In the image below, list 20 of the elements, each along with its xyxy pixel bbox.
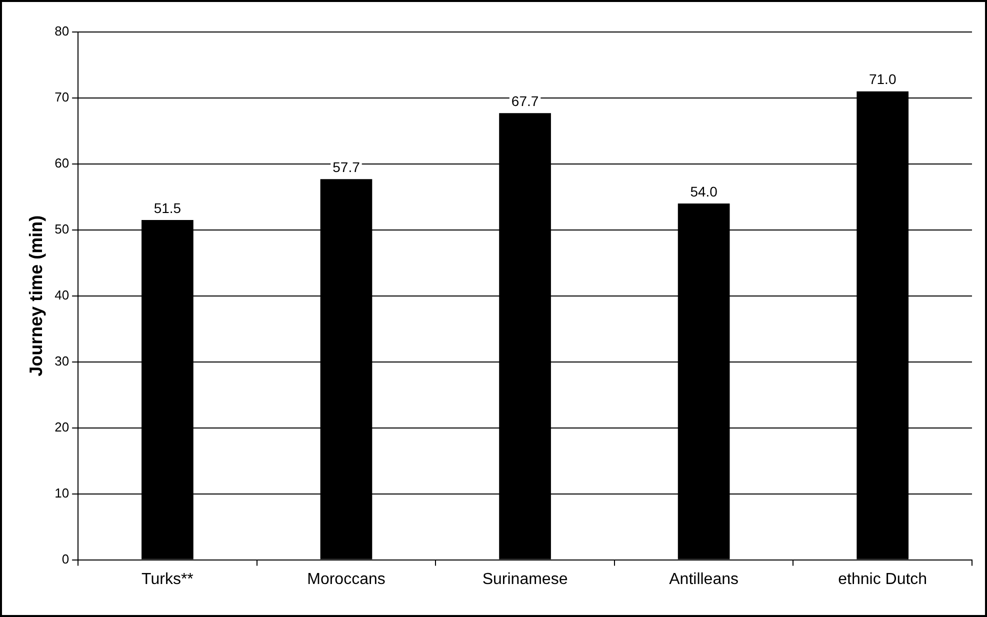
data-label: 57.7 — [332, 158, 360, 175]
x-tick-label: Antilleans — [669, 570, 739, 588]
y-tick-label: 20 — [54, 419, 70, 434]
y-tick-label: 50 — [54, 222, 70, 237]
y-tick-label: 60 — [54, 156, 70, 171]
data-label: 54.0 — [690, 183, 718, 200]
y-tick-label: 80 — [54, 24, 70, 39]
y-tick-label: 40 — [54, 287, 70, 302]
data-label: 67.7 — [511, 93, 539, 110]
x-tick-label: Turks** — [142, 570, 194, 588]
data-label: 51.5 — [154, 200, 182, 216]
x-tick-label: ethnic Dutch — [838, 570, 928, 588]
data-label: 71.0 — [868, 71, 896, 88]
y-tick-label: 0 — [62, 551, 70, 566]
x-tick-label: Moroccans — [307, 570, 386, 588]
y-tick-label: 30 — [54, 353, 70, 368]
y-tick-label: 70 — [54, 90, 70, 105]
y-tick-label: 10 — [54, 485, 70, 500]
x-tick-label: Surinamese — [482, 570, 568, 588]
y-axis-title: Journey time (min) — [26, 215, 46, 376]
